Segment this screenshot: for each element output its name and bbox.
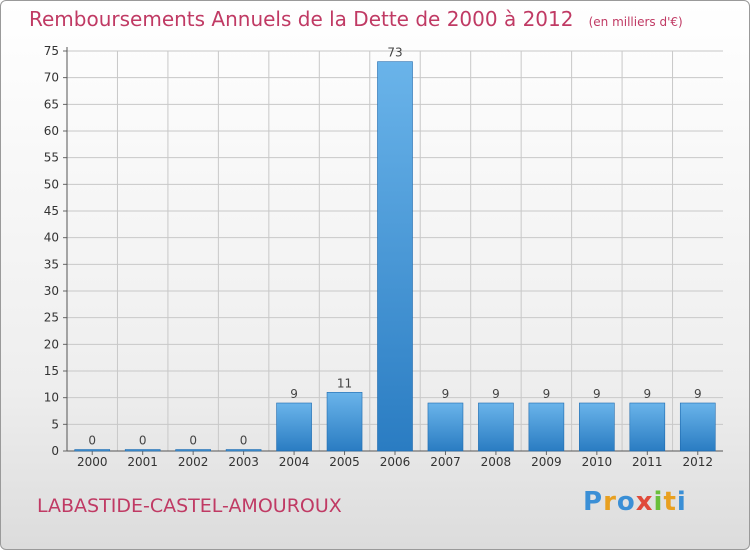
x-tick-label: 2004	[279, 455, 310, 469]
y-tick-label: 25	[44, 311, 59, 325]
commune-name: LABASTIDE-CASTEL-AMOUROUX	[37, 495, 342, 517]
y-tick-label: 65	[44, 97, 59, 111]
logo-letter: r	[603, 487, 617, 517]
logo-letter: x	[635, 487, 654, 517]
title-row: Remboursements Annuels de la Dette de 20…	[29, 7, 683, 31]
x-tick-label: 2001	[127, 455, 158, 469]
x-tick-label: 2007	[430, 455, 461, 469]
data-label: 9	[643, 387, 651, 401]
data-label: 9	[694, 387, 702, 401]
y-tick-label: 70	[44, 71, 59, 85]
data-label: 0	[88, 434, 96, 448]
y-tick-label: 75	[44, 44, 59, 58]
x-tick-label: 2010	[582, 455, 613, 469]
data-label: 73	[387, 46, 402, 60]
bar	[74, 449, 111, 452]
y-tick-label: 5	[51, 417, 59, 431]
y-tick-label: 10	[44, 391, 59, 405]
logo-letter: i	[676, 487, 687, 517]
bar	[276, 402, 312, 452]
data-label: 9	[492, 387, 500, 401]
x-tick-label: 2009	[531, 455, 562, 469]
bar	[679, 402, 716, 452]
unit-note: (en milliers d'€)	[588, 15, 683, 29]
logo-letter: i	[653, 487, 664, 517]
axes: 0 5 10 15 20 25 30 35 40 45 50 55 60 65 70 75 2000 2001 20…	[44, 44, 723, 469]
data-label: 9	[593, 387, 601, 401]
logo-letter: t	[663, 487, 677, 517]
data-label: 0	[139, 434, 147, 448]
y-tick-label: 55	[44, 151, 59, 165]
bar	[427, 402, 464, 452]
bar	[629, 402, 666, 452]
bar	[478, 402, 514, 452]
x-tick-label: 2012	[682, 455, 713, 469]
y-tick-label: 45	[44, 204, 59, 218]
data-label: 0	[240, 434, 248, 448]
y-tick-label: 40	[44, 231, 59, 245]
logo-letter: o	[616, 487, 636, 517]
bars	[74, 61, 716, 452]
bar	[528, 402, 565, 452]
data-label: 9	[290, 387, 298, 401]
y-tick-label: 20	[44, 337, 59, 351]
x-tick-label: 2000	[77, 455, 108, 469]
data-label: 9	[543, 387, 551, 401]
x-tick-label: 2011	[632, 455, 663, 469]
logo-letter: P	[583, 487, 604, 517]
proxiti-logo[interactable]: Proxiti	[583, 487, 687, 517]
data-label: 11	[337, 376, 352, 390]
y-tick-label: 50	[44, 177, 59, 191]
bar	[326, 392, 363, 452]
bar	[579, 402, 615, 452]
y-tick-label: 0	[51, 444, 59, 458]
y-tick-label: 60	[44, 124, 59, 138]
bar	[377, 61, 413, 452]
bar	[175, 449, 211, 452]
x-tick-label: 2008	[481, 455, 512, 469]
x-tick-label: 2003	[228, 455, 259, 469]
y-tick-label: 35	[44, 257, 59, 271]
bar	[225, 449, 262, 452]
bar	[124, 449, 161, 452]
x-tick-label: 2006	[380, 455, 411, 469]
x-tick-label: 2005	[329, 455, 360, 469]
y-tick-label: 15	[44, 364, 59, 378]
chart-title: Remboursements Annuels de la Dette de 20…	[29, 7, 574, 31]
y-tick-label: 30	[44, 284, 59, 298]
data-label: 9	[442, 387, 450, 401]
data-labels: 0 0 0 0 9 11 73 9 9 9 9 9 9	[88, 46, 701, 448]
data-label: 0	[189, 434, 197, 448]
x-tick-label: 2002	[178, 455, 209, 469]
